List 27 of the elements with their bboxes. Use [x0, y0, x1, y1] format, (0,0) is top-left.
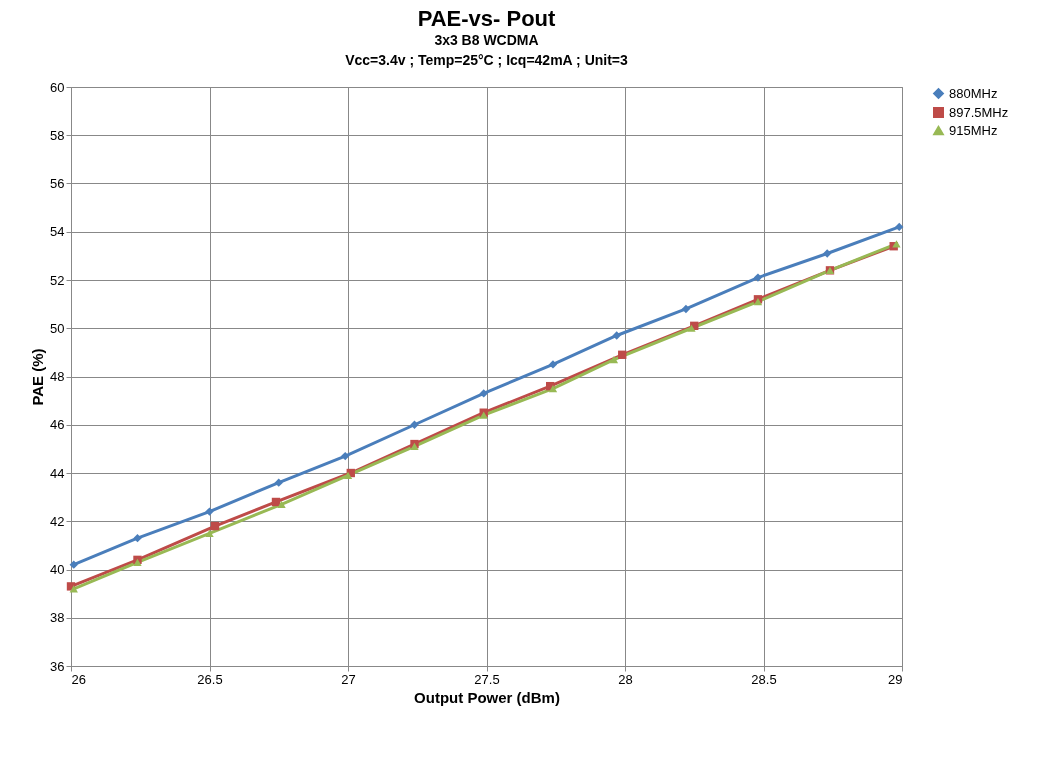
y-tick-label: 56: [50, 176, 65, 191]
x-tick-label: 27: [341, 671, 356, 687]
y-tick-label: 46: [50, 417, 65, 433]
y-tick-label: 48: [50, 369, 65, 384]
y-tick-label: 54: [50, 224, 65, 240]
y-axis-title: PAE (%): [29, 348, 47, 406]
y-tick-label: 52: [50, 272, 65, 288]
x-tick-label: 28.5: [751, 671, 777, 687]
y-tick-label: 40: [50, 562, 65, 577]
x-tick-label: 27.5: [474, 671, 500, 687]
legend-label: 897.5MHz: [949, 104, 1009, 120]
x-axis-title: Output Power (dBm): [414, 688, 560, 706]
y-tick-label: 44: [50, 465, 65, 481]
x-tick-label: 29: [888, 671, 903, 687]
x-tick-label: 28: [618, 671, 633, 687]
y-tick-label: 38: [50, 610, 65, 626]
chart-subtitle: 3x3 B8 WCDMA Vcc=3.4v ; Temp=25°C ; Icq=42mA ; Unit=3: [345, 32, 629, 68]
x-tick-label: 26: [71, 671, 86, 687]
y-tick-label: 60: [50, 79, 65, 95]
y-tick-label: 50: [50, 320, 65, 336]
legend-label: 880MHz: [949, 85, 998, 101]
chart-title: PAE-vs- Pout: [417, 6, 557, 31]
x-tick-label: 26.5: [197, 671, 223, 687]
y-tick-label: 42: [50, 513, 65, 529]
legend-label: 915MHz: [949, 122, 998, 138]
y-tick-label: 58: [50, 127, 65, 143]
y-tick-label: 36: [50, 658, 65, 674]
